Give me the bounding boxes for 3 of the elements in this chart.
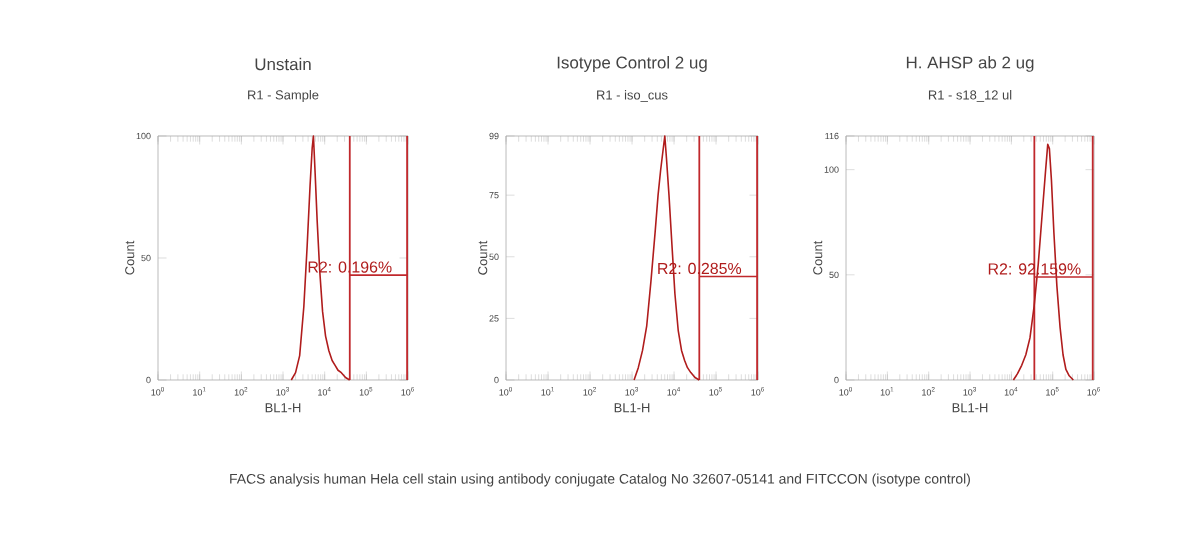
chart-title: Isotype Control 2 ug — [557, 56, 707, 72]
chart-title: H. AHSP ab 2 ug — [906, 56, 1034, 72]
chart-title: Unstain — [255, 57, 311, 71]
